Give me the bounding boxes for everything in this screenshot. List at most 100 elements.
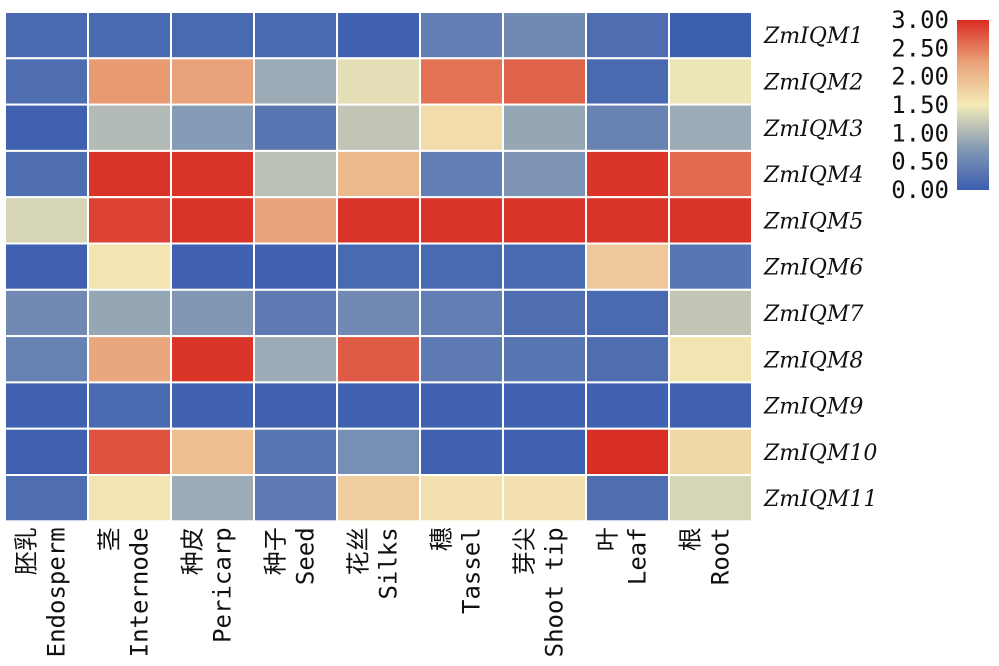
row-label: ZmIQM7 [763,302,863,327]
colorbar-tick-label: 2.50 [891,34,949,62]
heatmap-cell-ZmIQM11-Leaf [585,474,670,523]
heatmap-cell-ZmIQM7-Tassel [419,288,504,338]
heatmap-cell-ZmIQM8-Internode [87,335,172,384]
heatmap-cell-ZmIQM11-Pericarp [170,474,255,523]
heatmap-cell-ZmIQM10-Shoot-tip [502,427,587,477]
heatmap-cell-ZmIQM10-Seed [253,427,338,477]
heatmap-cell-ZmIQM2-Silks [336,57,421,106]
heatmap-cell-ZmIQM4-Silks [336,149,421,199]
heatmap-cell-ZmIQM9-Leaf [585,381,670,430]
heatmap-cell-ZmIQM6-Pericarp [170,242,255,291]
colorbar-tick-label: 0.00 [891,176,949,204]
column-label: 种皮 Pericarp [179,527,237,643]
row-label: ZmIQM6 [763,256,863,281]
column-label-chinese: 穗 [428,527,456,551]
heatmap-cell-ZmIQM11-Internode [87,474,172,523]
column-label-english: Root [707,527,735,585]
heatmap-cell-ZmIQM10-Leaf [585,427,670,477]
column-label: 花丝 Silks [345,527,403,599]
heatmap-cell-ZmIQM3-Tassel [419,103,504,152]
heatmap-cell-ZmIQM10-Root [668,427,753,477]
heatmap-cell-ZmIQM6-Internode [87,242,172,291]
heatmap-cell-ZmIQM11-Shoot-tip [502,474,587,523]
heatmap-cell-ZmIQM4-Endosperm [4,149,89,199]
heatmap-cell-ZmIQM2-Seed [253,57,338,106]
colorbar-tick-label: 1.50 [891,91,949,119]
heatmap-cell-ZmIQM9-Endosperm [4,381,89,430]
heatmap-cell-ZmIQM5-Tassel [419,196,504,245]
heatmap-cell-ZmIQM7-Seed [253,288,338,338]
heatmap-cell-ZmIQM4-Seed [253,149,338,199]
row-label: ZmIQM4 [763,163,863,188]
column-label: 穗 Tassel [428,527,486,614]
heatmap-cell-ZmIQM3-Internode [87,103,172,152]
heatmap-cell-ZmIQM1-Root [668,11,753,60]
heatmap-cell-ZmIQM4-Pericarp [170,149,255,199]
column-label-chinese: 茎 [96,527,124,551]
heatmap-cell-ZmIQM10-Internode [87,427,172,477]
colorbar-tick-label: 3.00 [891,6,949,34]
heatmap-cells [4,11,753,523]
column-label-english: Silks [375,527,403,599]
row-label: ZmIQM5 [763,209,863,234]
column-label-english: Internode [126,527,154,657]
heatmap-cell-ZmIQM7-Root [668,288,753,338]
heatmap-cell-ZmIQM2-Endosperm [4,57,89,106]
heatmap-cell-ZmIQM5-Internode [87,196,172,245]
heatmap-cell-ZmIQM6-Seed [253,242,338,291]
heatmap-cell-ZmIQM3-Pericarp [170,103,255,152]
row-label: ZmIQM3 [763,117,863,142]
heatmap-cell-ZmIQM5-Endosperm [4,196,89,245]
heatmap-cell-ZmIQM1-Internode [87,11,172,60]
heatmap-cell-ZmIQM9-Shoot-tip [502,381,587,430]
heatmap-cell-ZmIQM6-Tassel [419,242,504,291]
heatmap-cell-ZmIQM8-Seed [253,335,338,384]
heatmap-cell-ZmIQM2-Root [668,57,753,106]
column-label-chinese: 种皮 [179,527,207,575]
heatmap-cell-ZmIQM4-Shoot-tip [502,149,587,199]
heatmap-cell-ZmIQM3-Seed [253,103,338,152]
heatmap-cell-ZmIQM11-Tassel [419,474,504,523]
heatmap-cell-ZmIQM7-Internode [87,288,172,338]
heatmap-cell-ZmIQM11-Endosperm [4,474,89,523]
heatmap-cell-ZmIQM1-Tassel [419,11,504,60]
colorbar-tick-label: 1.00 [891,119,949,147]
column-label-chinese: 种子 [262,527,290,575]
heatmap-cell-ZmIQM7-Silks [336,288,421,338]
row-label: ZmIQM11 [763,487,877,512]
heatmap-cell-ZmIQM10-Pericarp [170,427,255,477]
heatmap-cell-ZmIQM1-Pericarp [170,11,255,60]
colorbar-gradient [957,20,989,190]
heatmap-cell-ZmIQM6-Endosperm [4,242,89,291]
heatmap-cell-ZmIQM9-Root [668,381,753,430]
column-label-english: Leaf [624,527,652,585]
heatmap-cell-ZmIQM5-Seed [253,196,338,245]
heatmap-cell-ZmIQM4-Internode [87,149,172,199]
heatmap-cell-ZmIQM2-Internode [87,57,172,106]
heatmap-cell-ZmIQM11-Silks [336,474,421,523]
colorbar-ticks: 3.002.502.001.501.000.500.00 [891,6,949,204]
column-label: 叶 Leaf [594,527,652,585]
heatmap-cell-ZmIQM2-Tassel [419,57,504,106]
heatmap-cell-ZmIQM3-Shoot-tip [502,103,587,152]
heatmap-cell-ZmIQM3-Leaf [585,103,670,152]
heatmap-cell-ZmIQM1-Silks [336,11,421,60]
heatmap-cell-ZmIQM8-Root [668,335,753,384]
heatmap-cell-ZmIQM1-Seed [253,11,338,60]
heatmap-cell-ZmIQM11-Root [668,474,753,523]
heatmap-cell-ZmIQM9-Seed [253,381,338,430]
heatmap-cell-ZmIQM5-Leaf [585,196,670,245]
heatmap-cell-ZmIQM3-Endosperm [4,103,89,152]
colorbar-tick-label: 2.00 [891,63,949,91]
column-label: 种子 Seed [262,527,320,585]
row-label: ZmIQM9 [763,395,863,420]
heatmap-cell-ZmIQM9-Pericarp [170,381,255,430]
column-labels: 胚乳 Endosperm 茎 Internode 种皮 Pericarp 种子 Seed 花丝 S… [13,527,735,657]
heatmap-cell-ZmIQM4-Root [668,149,753,199]
column-label-english: Endosperm [43,527,71,657]
heatmap-cell-ZmIQM7-Endosperm [4,288,89,338]
heatmap-cell-ZmIQM4-Leaf [585,149,670,199]
heatmap-cell-ZmIQM10-Silks [336,427,421,477]
heatmap-cell-ZmIQM6-Shoot-tip [502,242,587,291]
heatmap-cell-ZmIQM1-Shoot-tip [502,11,587,60]
